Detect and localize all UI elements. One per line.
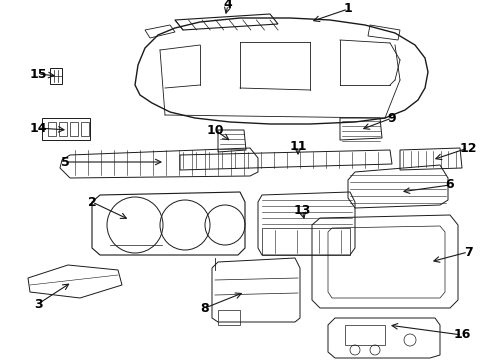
Text: 3: 3 [34,297,42,310]
Text: 16: 16 [453,328,471,342]
Text: 12: 12 [459,141,477,154]
Text: 4: 4 [223,0,232,12]
Text: 6: 6 [446,179,454,192]
Text: 14: 14 [29,122,47,135]
Text: 7: 7 [464,246,472,258]
Text: 2: 2 [88,195,97,208]
Text: 15: 15 [29,68,47,81]
Text: 11: 11 [289,139,307,153]
Text: 5: 5 [61,156,70,168]
Text: 1: 1 [343,3,352,15]
Text: 10: 10 [206,123,224,136]
Text: 9: 9 [388,112,396,125]
Text: 13: 13 [294,203,311,216]
Text: 8: 8 [201,302,209,315]
